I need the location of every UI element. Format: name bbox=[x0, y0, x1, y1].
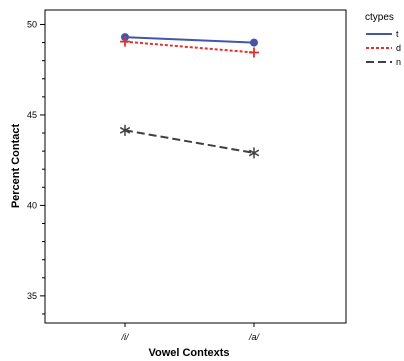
series-line bbox=[124, 129, 255, 154]
series-line bbox=[124, 36, 255, 44]
legend-label: n bbox=[396, 57, 401, 67]
data-point bbox=[120, 36, 130, 47]
x-axis: /i/ /a/ bbox=[120, 323, 260, 342]
x-tick-label: /a/ bbox=[248, 332, 261, 342]
legend-title: ctypes bbox=[365, 12, 394, 23]
y-axis: 35 40 45 50 bbox=[27, 19, 45, 315]
legend-label: d bbox=[396, 43, 401, 53]
plot-frame bbox=[44, 9, 347, 324]
data-point bbox=[249, 47, 259, 58]
y-tick-label: 35 bbox=[27, 291, 37, 301]
series-d bbox=[120, 36, 259, 58]
legend: ctypes tdn bbox=[365, 12, 401, 67]
legend-label: t bbox=[396, 29, 399, 39]
series-t bbox=[121, 33, 258, 47]
series-layer bbox=[119, 33, 260, 159]
x-axis-title: Vowel Contexts bbox=[148, 347, 229, 359]
data-point bbox=[119, 124, 131, 136]
y-tick-label: 45 bbox=[27, 110, 37, 120]
y-axis-title: Percent Contact bbox=[10, 123, 22, 208]
series-n bbox=[119, 124, 260, 159]
data-point bbox=[250, 38, 258, 47]
y-tick-label: 40 bbox=[27, 200, 37, 210]
series-line bbox=[124, 40, 255, 54]
data-point bbox=[248, 147, 260, 159]
y-tick-label: 50 bbox=[27, 19, 37, 29]
legend-items: tdn bbox=[366, 29, 401, 67]
x-tick-label: /i/ bbox=[120, 332, 130, 342]
